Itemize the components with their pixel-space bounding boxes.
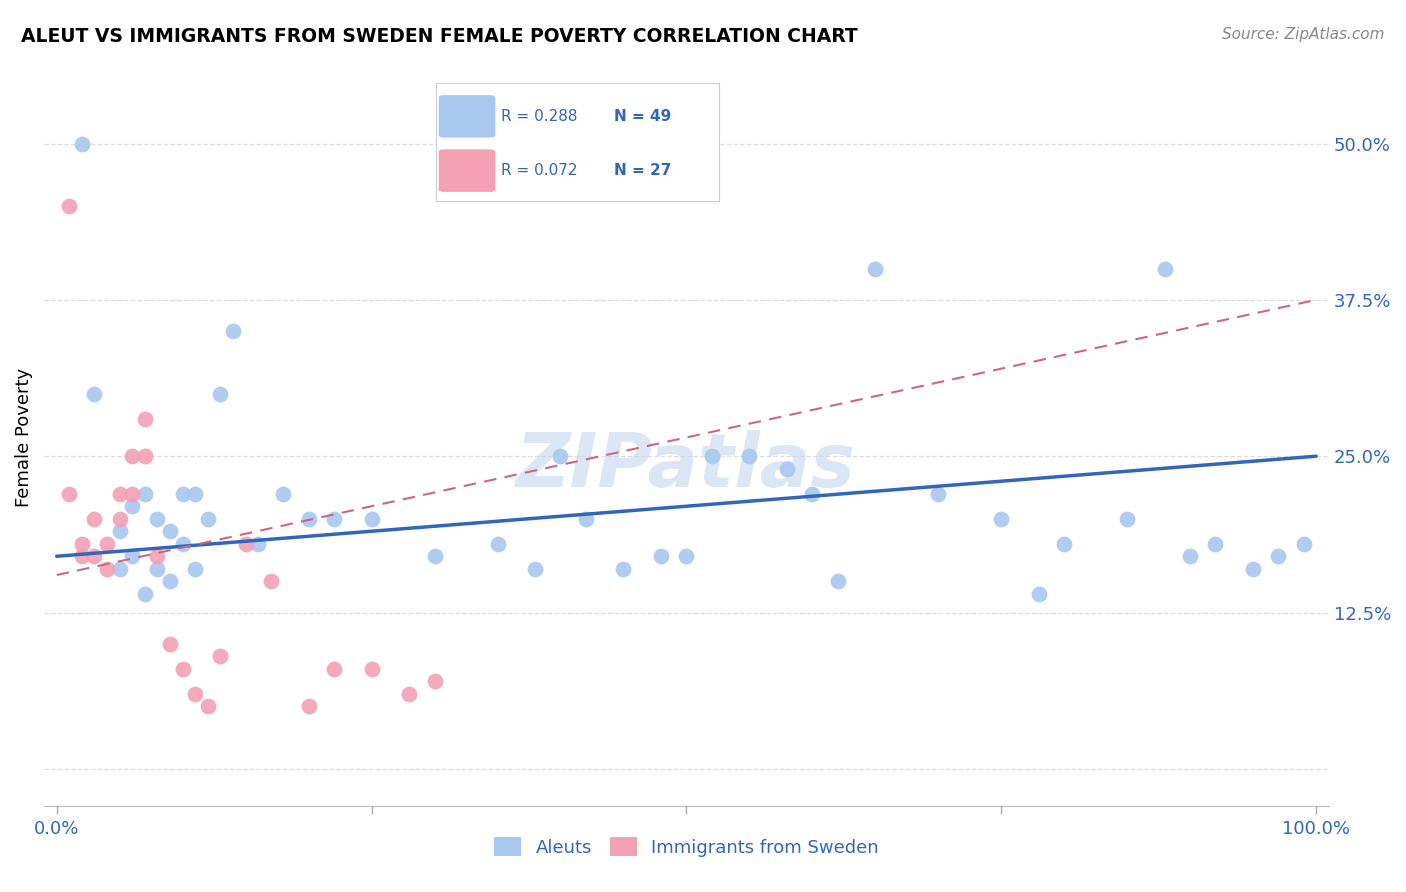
- Point: [83, 549, 105, 564]
- Point: [70, 537, 93, 551]
- Point: [260, 574, 283, 589]
- Point: [297, 699, 319, 714]
- Point: [222, 324, 245, 338]
- Point: [172, 537, 194, 551]
- Y-axis label: Female Poverty: Female Poverty: [15, 368, 32, 507]
- Point: [650, 549, 672, 564]
- Point: [1116, 512, 1139, 526]
- Point: [398, 687, 420, 701]
- Point: [134, 487, 156, 501]
- Point: [172, 487, 194, 501]
- Point: [360, 662, 382, 676]
- Text: ZIPatlas: ZIPatlas: [516, 431, 856, 503]
- Point: [801, 487, 824, 501]
- Point: [423, 674, 446, 689]
- Point: [121, 500, 143, 514]
- Point: [738, 449, 761, 463]
- Point: [108, 524, 131, 539]
- Point: [70, 136, 93, 151]
- Point: [612, 562, 634, 576]
- Point: [550, 449, 572, 463]
- Point: [134, 449, 156, 463]
- Point: [108, 512, 131, 526]
- Point: [1292, 537, 1315, 551]
- Point: [146, 512, 169, 526]
- Point: [524, 562, 547, 576]
- Point: [575, 512, 598, 526]
- Point: [121, 449, 143, 463]
- Point: [1154, 261, 1177, 276]
- Point: [322, 512, 344, 526]
- Point: [486, 537, 509, 551]
- Point: [83, 386, 105, 401]
- Point: [58, 487, 80, 501]
- Point: [184, 487, 207, 501]
- Point: [121, 487, 143, 501]
- Point: [209, 386, 232, 401]
- Point: [247, 537, 270, 551]
- Point: [273, 487, 295, 501]
- Point: [675, 549, 697, 564]
- Point: [172, 662, 194, 676]
- Point: [70, 549, 93, 564]
- Point: [197, 512, 219, 526]
- Point: [927, 487, 949, 501]
- Point: [146, 549, 169, 564]
- Point: [360, 512, 382, 526]
- Point: [159, 524, 181, 539]
- Text: ALEUT VS IMMIGRANTS FROM SWEDEN FEMALE POVERTY CORRELATION CHART: ALEUT VS IMMIGRANTS FROM SWEDEN FEMALE P…: [21, 27, 858, 45]
- Point: [83, 512, 105, 526]
- Text: Source: ZipAtlas.com: Source: ZipAtlas.com: [1222, 27, 1385, 42]
- Point: [159, 574, 181, 589]
- Point: [96, 537, 118, 551]
- Point: [700, 449, 723, 463]
- Point: [423, 549, 446, 564]
- Point: [58, 199, 80, 213]
- Point: [1180, 549, 1202, 564]
- Point: [184, 687, 207, 701]
- Point: [209, 649, 232, 664]
- Point: [1241, 562, 1264, 576]
- Point: [776, 461, 799, 475]
- Point: [108, 487, 131, 501]
- Point: [197, 699, 219, 714]
- Point: [134, 411, 156, 425]
- Point: [865, 261, 887, 276]
- Point: [1053, 537, 1076, 551]
- Point: [297, 512, 319, 526]
- Point: [108, 562, 131, 576]
- Point: [1204, 537, 1226, 551]
- Point: [990, 512, 1012, 526]
- Point: [235, 537, 257, 551]
- Point: [121, 549, 143, 564]
- Point: [1267, 549, 1289, 564]
- Point: [134, 587, 156, 601]
- Point: [146, 562, 169, 576]
- Legend: Aleuts, Immigrants from Sweden: Aleuts, Immigrants from Sweden: [486, 830, 886, 863]
- Point: [159, 637, 181, 651]
- Point: [827, 574, 849, 589]
- Point: [1028, 587, 1050, 601]
- Point: [322, 662, 344, 676]
- Point: [96, 562, 118, 576]
- Point: [184, 562, 207, 576]
